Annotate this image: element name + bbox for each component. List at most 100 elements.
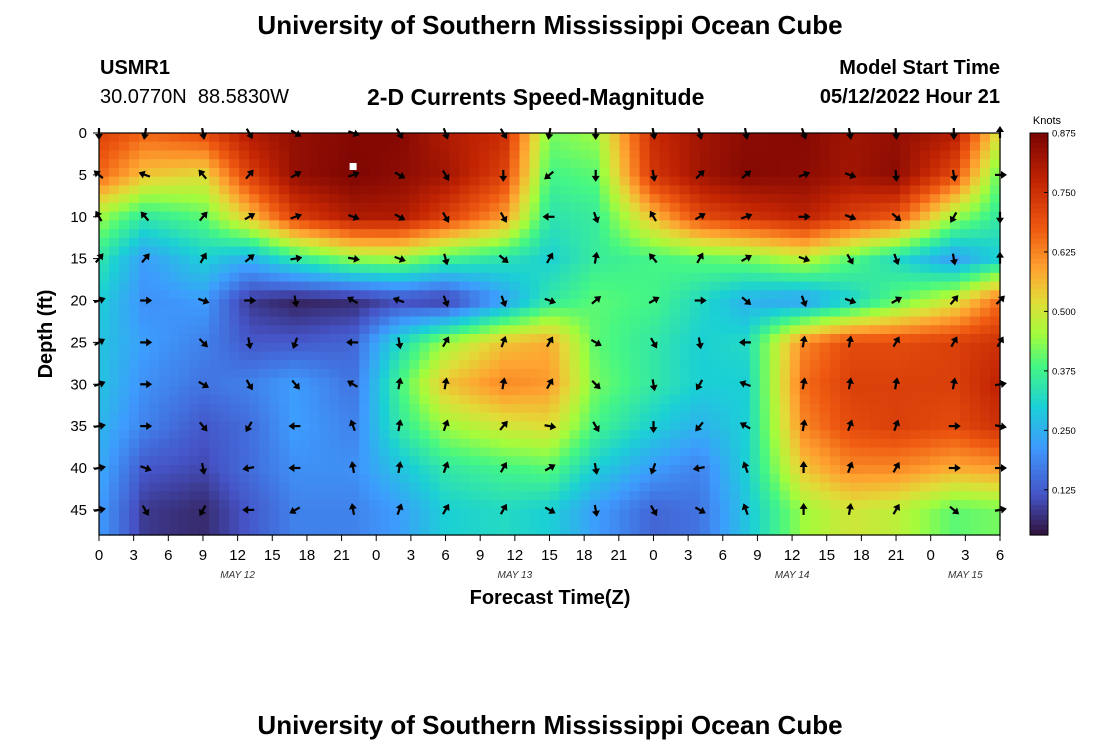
heatmap-cell	[949, 185, 961, 195]
heatmap-cell	[369, 421, 380, 431]
colorbar-segment	[1030, 328, 1048, 335]
heatmap-cell	[439, 368, 450, 379]
colorbar-segment	[1030, 213, 1048, 220]
heatmap-cell	[489, 325, 501, 335]
heatmap-cell	[379, 368, 390, 379]
heatmap-cell	[119, 167, 130, 178]
heatmap-cell	[559, 465, 571, 475]
heatmap-cell	[969, 299, 981, 309]
heatmap-cell	[369, 202, 380, 213]
heatmap-cell	[149, 342, 160, 353]
heatmap-cell	[589, 264, 601, 274]
heatmap-cell	[849, 246, 861, 256]
heatmap-cell	[109, 508, 120, 519]
heatmap-cell	[469, 360, 481, 370]
heatmap-cell	[219, 229, 230, 239]
heatmap-cell	[659, 500, 671, 510]
heatmap-cell	[249, 368, 260, 379]
heatmap-cell	[779, 526, 791, 536]
heatmap-cell	[629, 167, 641, 178]
heatmap-cell	[279, 211, 290, 221]
heatmap-cell	[629, 395, 641, 405]
heatmap-cell	[789, 299, 801, 309]
heatmap-cell	[189, 264, 200, 274]
heatmap-cell	[789, 272, 801, 283]
heatmap-cell	[139, 342, 150, 353]
heatmap-cell	[539, 377, 551, 388]
heatmap-cell	[679, 211, 691, 221]
heatmap-cell	[649, 430, 661, 440]
heatmap-cell	[339, 334, 350, 344]
heatmap-cell	[779, 482, 791, 492]
heatmap-cell	[629, 150, 641, 160]
y-tick-label: 40	[70, 460, 87, 477]
heatmap-cell	[629, 491, 641, 501]
heatmap-cell	[949, 500, 961, 510]
heatmap-cell	[579, 237, 591, 248]
heatmap-cell	[509, 368, 521, 379]
heatmap-cell	[549, 465, 561, 475]
heatmap-cell	[289, 403, 300, 414]
heatmap-cell	[809, 307, 821, 318]
heatmap-cell	[679, 194, 691, 204]
heatmap-cell	[309, 438, 320, 449]
x-tick-label: 12	[507, 547, 524, 564]
heatmap-cell	[459, 159, 471, 169]
heatmap-cell	[829, 473, 841, 484]
heatmap-cell	[209, 360, 220, 370]
heatmap-cell	[629, 133, 641, 143]
heatmap-cell	[689, 255, 701, 265]
heatmap-cell	[619, 368, 631, 379]
heatmap-cell	[939, 342, 951, 353]
heatmap-cell	[729, 342, 741, 353]
heatmap-cell	[229, 133, 240, 143]
heatmap-cell	[829, 150, 841, 160]
heatmap-cell	[129, 325, 140, 335]
heatmap-cell	[329, 185, 340, 195]
heatmap-cell	[319, 526, 330, 536]
heatmap-cell	[869, 517, 881, 527]
heatmap-cell	[949, 237, 961, 248]
heatmap-cell	[959, 473, 971, 484]
heatmap-cell	[509, 430, 521, 440]
heatmap-cell	[699, 465, 711, 475]
heatmap-cell	[319, 491, 330, 501]
heatmap-cell	[289, 368, 300, 379]
heatmap-cell	[769, 342, 781, 353]
heatmap-cell	[479, 368, 491, 379]
heatmap-cell	[889, 491, 901, 501]
heatmap-cell	[919, 430, 931, 440]
heatmap-cell	[229, 386, 240, 396]
heatmap-cell	[179, 237, 190, 248]
heatmap-cell	[459, 421, 471, 431]
heatmap-cell	[399, 325, 410, 335]
heatmap-cell	[359, 368, 370, 379]
current-arrow	[198, 169, 208, 180]
heatmap-cell	[819, 473, 831, 484]
heatmap-cell	[299, 456, 310, 466]
heatmap-cell	[409, 167, 420, 178]
heatmap-cell	[479, 290, 491, 300]
heatmap-cell	[719, 272, 731, 283]
heatmap-cell	[379, 500, 390, 510]
heatmap-cell	[119, 465, 130, 475]
heatmap-cell	[689, 473, 701, 484]
heatmap-cell	[169, 430, 180, 440]
heatmap-cell	[509, 456, 521, 466]
heatmap-cell	[769, 412, 781, 422]
heatmap-cell	[159, 237, 170, 248]
heatmap-cell	[319, 456, 330, 466]
heatmap-cell	[969, 307, 981, 318]
heatmap-cell	[459, 368, 471, 379]
heatmap-cell	[599, 272, 611, 283]
heatmap-cell	[119, 133, 130, 143]
heatmap-cell	[469, 421, 481, 431]
heatmap-cell	[399, 351, 410, 361]
heatmap-cell	[699, 176, 711, 187]
heatmap-cell	[149, 176, 160, 187]
heatmap-cell	[209, 438, 220, 449]
heatmap-cell	[209, 368, 220, 379]
heatmap-cell	[519, 141, 531, 152]
heatmap-cell	[219, 202, 230, 213]
heatmap-cell	[339, 465, 350, 475]
